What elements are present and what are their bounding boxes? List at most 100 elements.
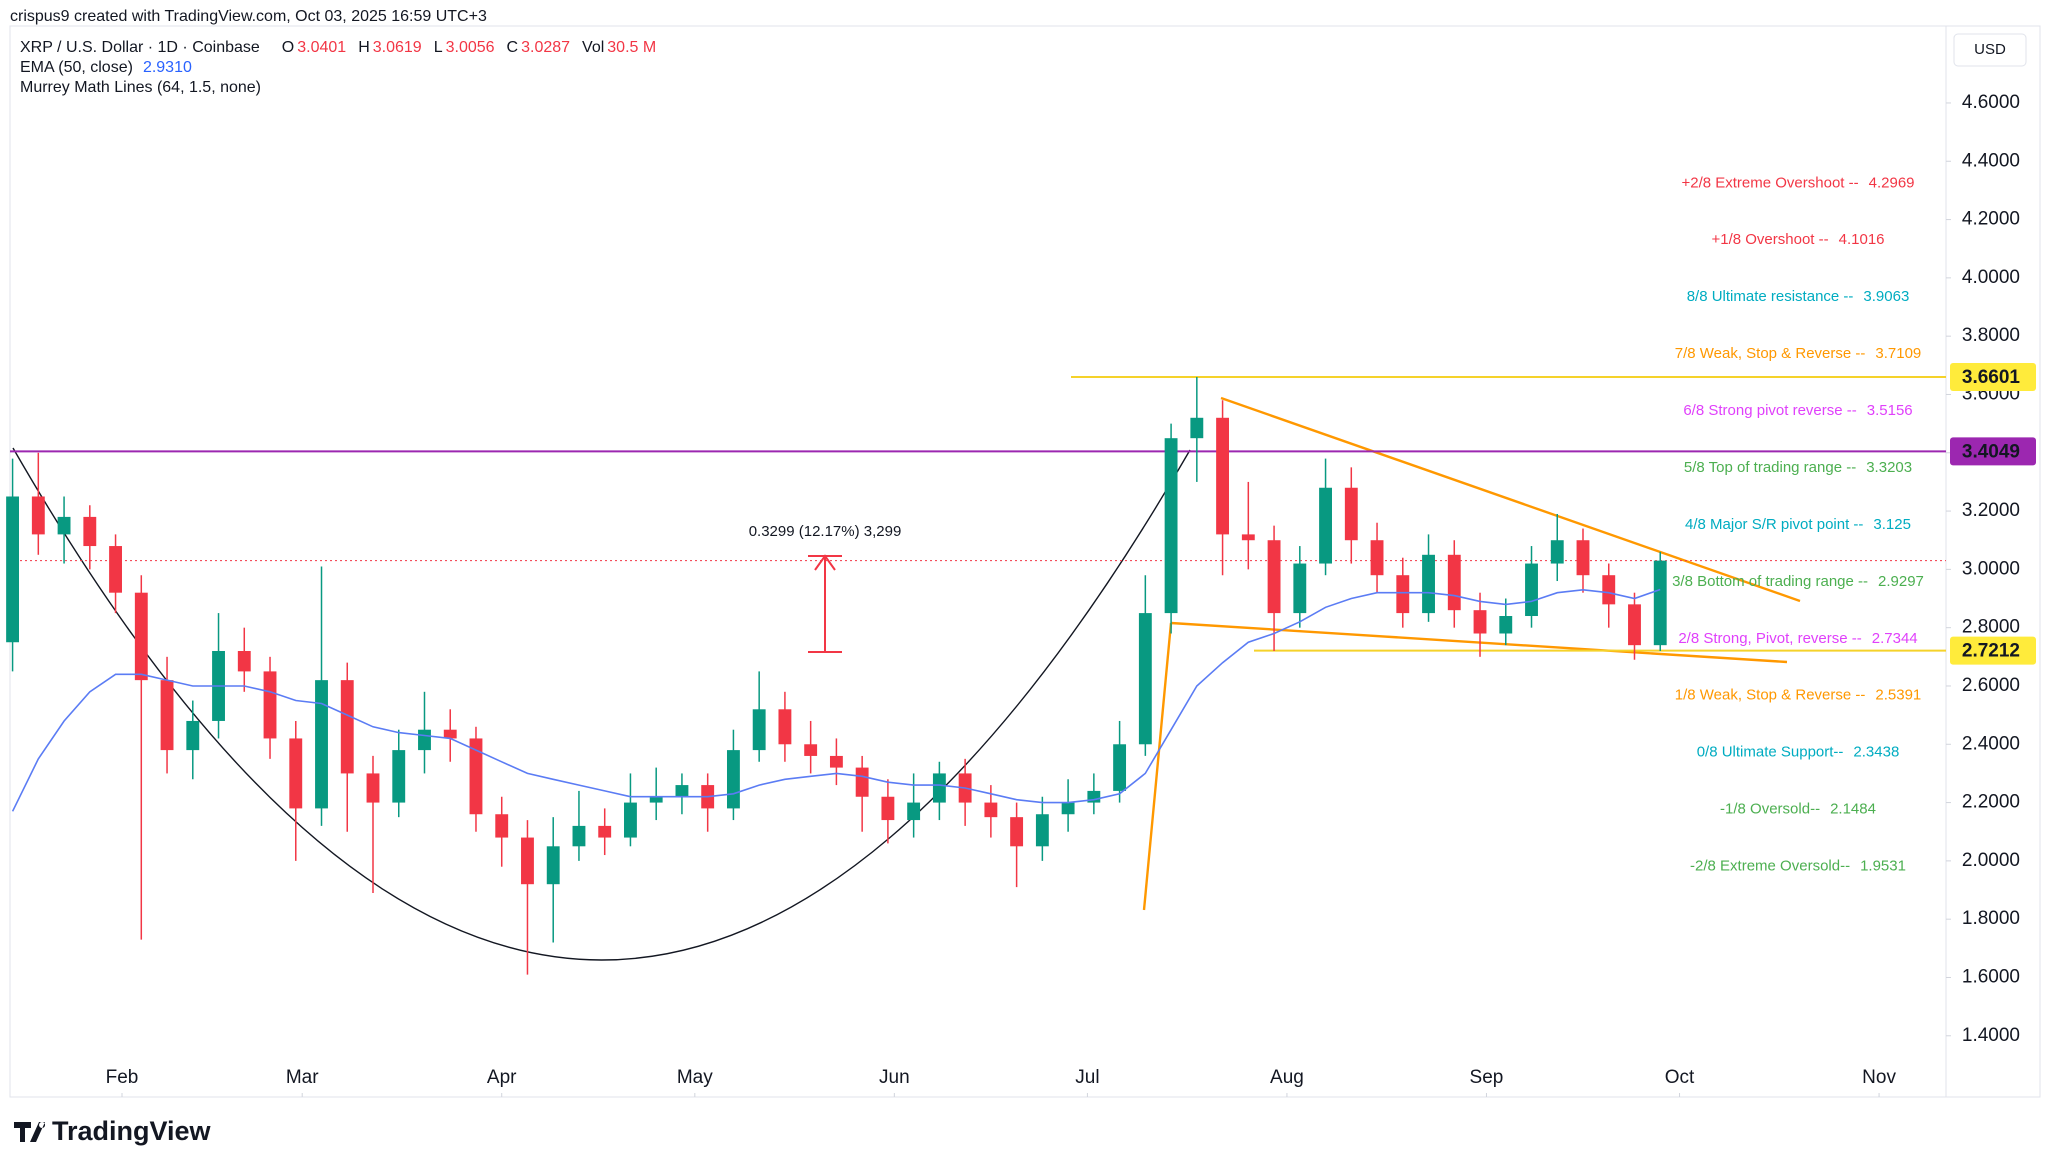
candle-body <box>1628 604 1641 646</box>
candle-body <box>984 802 998 818</box>
candle-body <box>1319 487 1332 564</box>
candle-body <box>1447 554 1461 611</box>
murrey-text: +1/8 Overshoot -- <box>1711 231 1828 248</box>
symbol-title: XRP / U.S. Dollar · 1D · Coinbase <box>20 39 260 56</box>
murrey-text: +2/8 Extreme Overshoot -- <box>1681 174 1858 191</box>
x-tick-label: Apr <box>487 1067 517 1088</box>
logo: TradingView <box>14 1116 212 1146</box>
candle-body <box>1164 438 1178 614</box>
price-line-box <box>1950 437 2036 466</box>
candle-body <box>1550 540 1564 564</box>
candle-body <box>675 785 689 797</box>
murrey-value: 2.3438 <box>1853 744 1899 761</box>
candle-body <box>57 516 71 535</box>
price-line-label: 2.7212 <box>1962 641 2020 662</box>
murrey-value: 3.5156 <box>1867 402 1913 419</box>
x-tick-label: Feb <box>106 1067 139 1088</box>
candle-body <box>778 709 792 745</box>
candle-body <box>469 738 483 815</box>
ohlc-key: O <box>282 39 294 56</box>
x-tick-label: Oct <box>1665 1067 1695 1088</box>
ema-line <box>11 588 1661 812</box>
measure-arrowhead <box>814 554 836 571</box>
y-tick-label: 1.8000 <box>1962 908 2020 929</box>
murrey-label: 8/8 Ultimate resistance -- 3.9063 <box>1687 288 1910 305</box>
triangle-upper <box>1220 396 1801 603</box>
candle-body <box>1653 560 1667 646</box>
ohlc-value: 3.0056 <box>446 39 495 56</box>
candle-body <box>1344 487 1358 541</box>
candle-body <box>624 802 637 838</box>
candle-body <box>83 516 97 547</box>
candle-body <box>289 738 303 809</box>
drawings: 0.3299 (12.17%) 3,299 <box>10 396 1946 961</box>
x-tick-label: May <box>677 1067 713 1088</box>
candle-body <box>160 680 174 751</box>
candle-body <box>932 773 946 803</box>
candle-body <box>726 750 740 809</box>
murrey-label: 6/8 Strong pivot reverse -- 3.5156 <box>1683 402 1912 419</box>
candle-body <box>1190 417 1204 439</box>
candle-body <box>1293 563 1307 614</box>
candle-body <box>1035 814 1049 847</box>
ohlc-key: C <box>507 39 519 56</box>
candle-body <box>237 650 251 672</box>
measure-label: 0.3299 (12.17%) 3,299 <box>749 523 902 540</box>
ema-value: 2.9310 <box>143 59 192 76</box>
candle-body <box>1216 417 1230 535</box>
candle-body <box>829 755 843 768</box>
murrey-value: 4.2969 <box>1869 174 1915 191</box>
y-tick-label: 1.6000 <box>1962 966 2020 987</box>
y-tick-label: 4.6000 <box>1962 92 2020 113</box>
candle-body <box>366 773 380 803</box>
murrey-text: 5/8 Top of trading range -- <box>1684 459 1856 476</box>
y-tick-label: 3.2000 <box>1962 500 2020 521</box>
ohlc-value: 30.5 M <box>607 39 656 56</box>
murrey-text: 0/8 Ultimate Support-- <box>1697 744 1844 761</box>
x-tick-label: Nov <box>1862 1067 1896 1088</box>
y-tick-label: 4.0000 <box>1962 267 2020 288</box>
ohlc-value: 3.0619 <box>373 39 422 56</box>
candle-body <box>186 720 200 751</box>
ohlc-key: Vol <box>582 39 604 56</box>
ohlc-value: 3.0287 <box>521 39 570 56</box>
candle-body <box>804 744 818 756</box>
murrey-text: -2/8 Extreme Oversold-- <box>1690 858 1850 875</box>
candle-body <box>6 496 20 643</box>
murrey-label: +2/8 Extreme Overshoot -- 4.2969 <box>1681 174 1914 191</box>
murrey-label: 5/8 Top of trading range -- 3.3203 <box>1684 459 1912 476</box>
y-tick-label: 2.0000 <box>1962 850 2020 871</box>
murrey-label: 0/8 Ultimate Support-- 2.3438 <box>1697 744 1900 761</box>
candle-body <box>855 767 869 797</box>
x-tick-label: Sep <box>1470 1067 1504 1088</box>
murrey-value: 3.125 <box>1873 516 1911 533</box>
legend-main: XRP / U.S. Dollar · 1D · Coinbase O 3.0401… <box>20 39 656 56</box>
cup-curve <box>12 447 1191 961</box>
candle-body <box>1087 790 1101 803</box>
ohlc-key: L <box>434 39 443 56</box>
candle-body <box>263 671 277 739</box>
y-tick-label: 2.4000 <box>1962 733 2020 754</box>
ohlc-key: H <box>358 39 370 56</box>
murrey-value: 3.7109 <box>1875 345 1921 362</box>
murrey-text: -1/8 Oversold-- <box>1720 801 1820 818</box>
y-tick-label: 3.8000 <box>1962 325 2020 346</box>
murrey-value: 1.9531 <box>1860 858 1906 875</box>
currency[interactable]: USD <box>1974 41 2006 58</box>
y-tick-label: 2.8000 <box>1962 617 2020 638</box>
candle-body <box>1113 744 1127 791</box>
candle-body <box>1602 575 1616 605</box>
legend-ema: EMA (50, close) 2.9310 <box>20 59 192 76</box>
currency-box[interactable] <box>1953 33 2027 67</box>
candle-body <box>1241 534 1255 541</box>
murrey-value: 2.5391 <box>1875 687 1921 704</box>
ema-label: EMA (50, close) <box>20 59 133 76</box>
candle-body <box>521 837 534 885</box>
murrey-text: 4/8 Major S/R pivot point -- <box>1685 516 1863 533</box>
candle-body <box>907 802 921 821</box>
murrey-label: 4/8 Major S/R pivot point -- 3.125 <box>1685 516 1911 533</box>
y-tick-label: 4.4000 <box>1962 150 2020 171</box>
candle-body <box>1370 540 1384 576</box>
